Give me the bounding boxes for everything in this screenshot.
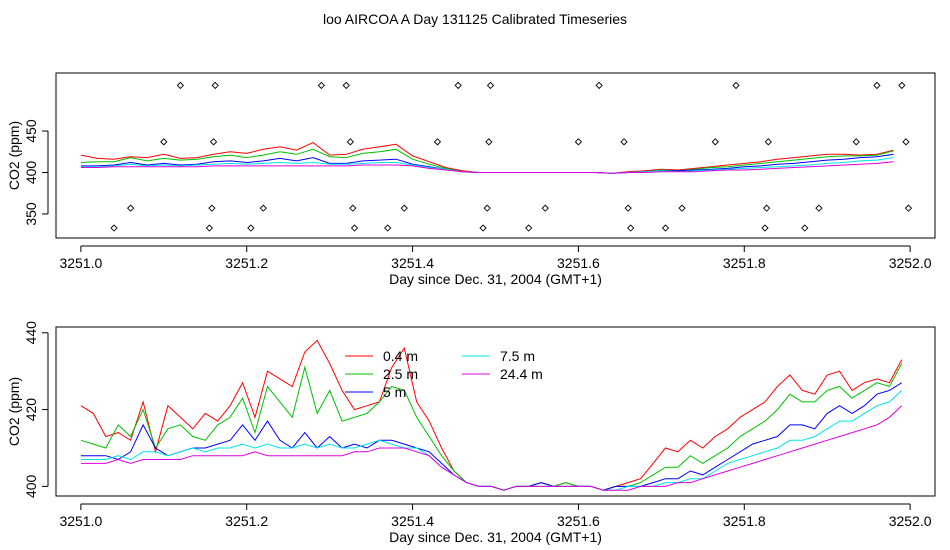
data-marker	[620, 138, 628, 146]
data-marker	[595, 81, 603, 90]
data-marker	[317, 81, 325, 90]
data-marker	[346, 138, 355, 146]
plot-frame	[55, 326, 936, 497]
data-marker	[454, 81, 462, 90]
plot-frame	[55, 72, 936, 239]
x-tick-label: 3251.8	[723, 513, 766, 529]
data-marker	[852, 138, 860, 146]
data-marker	[208, 204, 216, 212]
x-tick-label: 3251.8	[723, 255, 766, 271]
y-tick-label: 350	[23, 202, 39, 226]
data-marker	[763, 204, 771, 212]
data-marker	[247, 224, 255, 232]
data-marker	[898, 81, 906, 90]
data-marker	[433, 138, 442, 146]
data-marker	[904, 204, 913, 212]
series-line-0-4-m	[80, 339, 903, 491]
x-axis-label: Day since Dec. 31, 2004 (GMT+1)	[389, 271, 602, 287]
data-marker	[400, 204, 408, 212]
data-marker	[349, 204, 357, 212]
data-marker	[764, 138, 772, 146]
data-marker	[160, 138, 168, 146]
data-marker	[479, 224, 487, 232]
x-tick-label: 3252.0	[889, 255, 932, 271]
y-tick-label: 440	[23, 321, 39, 345]
data-marker	[525, 224, 533, 232]
y-axis-label: CO2 (ppm)	[6, 377, 22, 446]
data-marker	[485, 138, 493, 146]
data-marker	[627, 224, 635, 232]
data-marker	[815, 204, 823, 212]
series-line-24-4-m	[80, 405, 903, 491]
x-tick-label: 3251.2	[225, 255, 268, 271]
y-tick-label: 450	[23, 119, 39, 143]
y-tick-label: 400	[23, 475, 39, 499]
series-line-24-4-m	[80, 161, 894, 174]
data-marker	[732, 81, 740, 90]
x-tick-label: 3251.0	[59, 513, 102, 529]
x-tick-label: 3251.2	[225, 513, 268, 529]
data-marker	[205, 224, 214, 232]
page-title: loo AIRCOA A Day 131125 Calibrated Times…	[322, 11, 627, 27]
data-marker	[541, 204, 549, 212]
x-tick-label: 3251.4	[391, 513, 434, 529]
data-marker	[761, 224, 769, 232]
x-tick-label: 3251.6	[557, 255, 600, 271]
x-tick-label: 3251.0	[59, 255, 102, 271]
data-marker	[350, 224, 359, 232]
legend-label: 7.5 m	[500, 348, 535, 364]
x-tick-label: 3252.0	[889, 513, 932, 529]
legend: 0.4 m 2.5 m 5 m 7.5 m 24.4 m	[345, 348, 543, 400]
series-line-2-5-m	[80, 363, 903, 491]
data-marker	[483, 204, 491, 212]
data-marker	[574, 138, 583, 146]
data-marker	[110, 224, 118, 232]
data-marker	[661, 224, 670, 232]
series-line-5-m	[80, 153, 894, 174]
legend-label: 2.5 m	[383, 366, 418, 382]
data-marker	[711, 138, 719, 146]
data-marker	[624, 204, 632, 212]
series-line-5-m	[80, 382, 903, 491]
chart-panel-2: 3251.0 3251.2 3251.4 3251.6 3251.8 3252.0 Day …	[6, 321, 936, 545]
chart-panel-1: 3251.0 3251.2 3251.4 3251.6 3251.8 3252.0 Day …	[6, 72, 936, 287]
data-marker	[126, 204, 135, 212]
legend-label: 0.4 m	[383, 348, 418, 364]
data-marker	[176, 81, 185, 90]
y-tick-label: 420	[23, 398, 39, 422]
data-marker	[873, 81, 881, 90]
data-marker	[902, 138, 910, 146]
data-marker	[211, 81, 219, 90]
y-tick-label: 400	[23, 161, 39, 185]
data-marker	[486, 81, 495, 90]
x-tick-label: 3251.4	[391, 255, 434, 271]
data-marker	[384, 224, 392, 232]
y-axis-label: CO2 (ppm)	[6, 121, 22, 190]
series-line-2-5-m	[80, 148, 894, 174]
legend-label: 5 m	[383, 384, 406, 400]
x-tick-label: 3251.6	[557, 513, 600, 529]
data-marker	[259, 204, 267, 212]
data-marker	[801, 224, 809, 232]
x-axis-label: Day since Dec. 31, 2004 (GMT+1)	[389, 529, 602, 545]
data-marker	[209, 138, 218, 146]
data-marker	[678, 204, 686, 212]
data-marker	[342, 81, 350, 90]
legend-label: 24.4 m	[500, 366, 543, 382]
